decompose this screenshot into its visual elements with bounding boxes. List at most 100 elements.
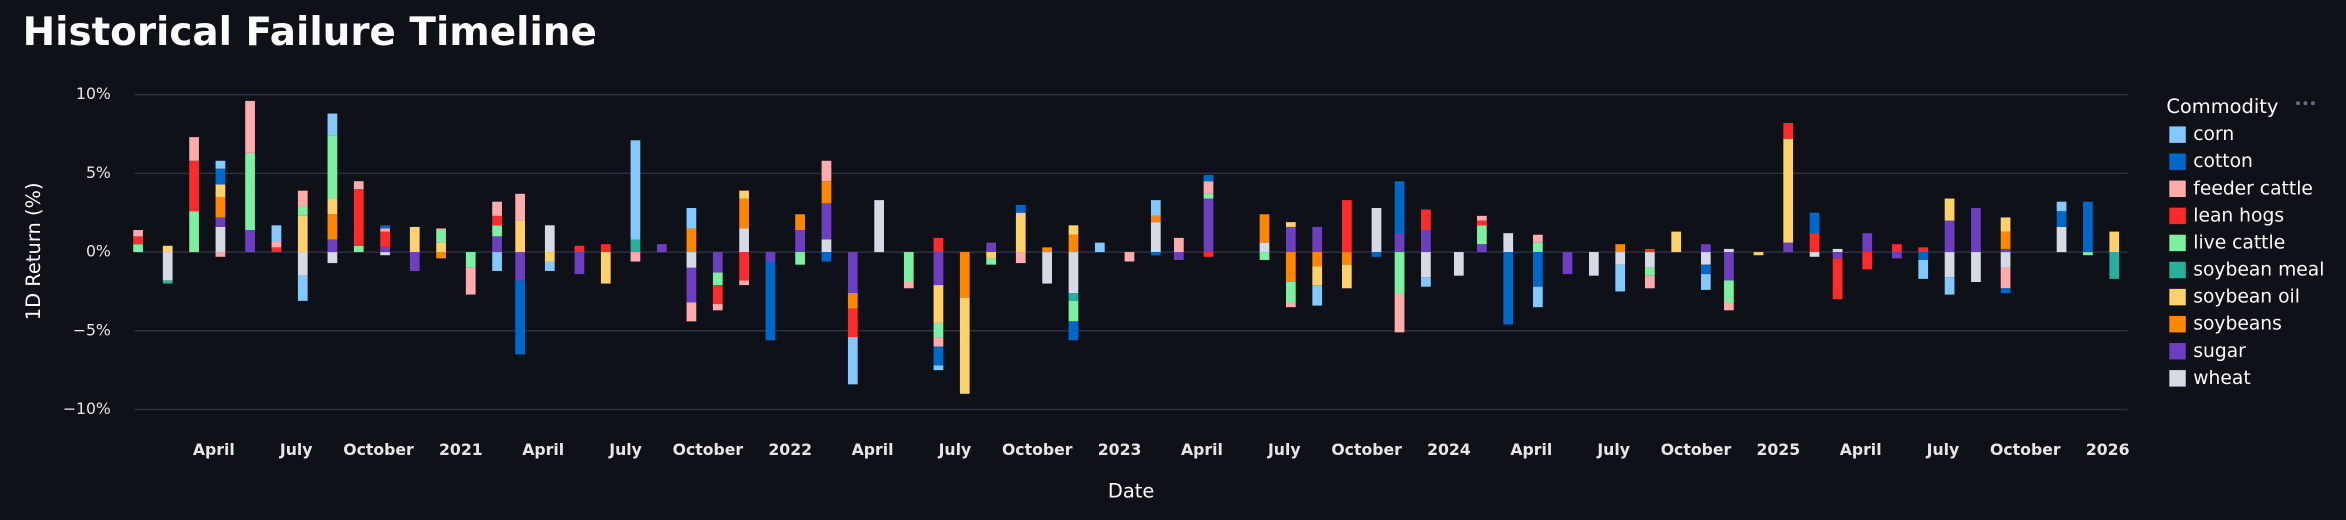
bar-segment (215, 252, 226, 257)
bar-segment (1203, 193, 1214, 199)
bar-segment (574, 252, 585, 275)
bar-segment (1094, 242, 1105, 253)
legend-label: corn (2193, 124, 2234, 145)
bar-segment (630, 252, 641, 262)
bar-segment (1150, 200, 1161, 216)
bar-segment (2000, 217, 2011, 232)
bar-segment (847, 337, 858, 385)
bar-segment (2083, 252, 2093, 256)
bar-segment (492, 225, 502, 237)
legend-label: wheat (2193, 368, 2250, 389)
bar-segment (515, 220, 526, 253)
bar-segment (271, 247, 282, 253)
bar-segment (874, 200, 885, 253)
bar-segment (1477, 244, 1487, 253)
bar-segment (215, 196, 226, 218)
bar-segment (1809, 233, 1820, 253)
x-tick-label: July (608, 440, 642, 459)
x-tick-label: 2026 (2086, 440, 2130, 459)
legend-swatch (2169, 207, 2186, 225)
bar-segment (2000, 267, 2011, 289)
bar-segment (656, 244, 667, 253)
legend-label: lean hogs (2193, 205, 2284, 226)
legend-label: live cattle (2193, 232, 2285, 253)
bar-segment (1615, 264, 1626, 292)
x-tick-label: 2021 (439, 440, 483, 459)
bar-segment (600, 244, 611, 253)
bar-segment (1724, 280, 1734, 303)
bar-segment (1174, 252, 1184, 260)
x-axis-label: Date (1108, 480, 1154, 503)
bar-segment (1453, 252, 1464, 276)
bar-segment (1503, 233, 1514, 253)
bar-segment (1533, 252, 1543, 287)
legend-swatch (2169, 315, 2186, 333)
bar-segment (189, 160, 199, 212)
bar-segment (1892, 252, 1902, 259)
bar-segment (353, 181, 364, 190)
x-tick-label: July (1267, 440, 1301, 459)
bar-segment (1944, 252, 1955, 278)
bar-segment (1918, 252, 1929, 260)
bar-segment (1644, 252, 1655, 268)
legend-swatch (2169, 180, 2186, 198)
bar-segment (686, 228, 697, 253)
bar-segment (215, 168, 226, 185)
bar-segment (1203, 181, 1214, 194)
bar-segment (933, 252, 944, 286)
bar-segment (1832, 258, 1843, 300)
bar-segment (465, 252, 476, 268)
bar-segment (2056, 226, 2067, 253)
bar-segment (409, 252, 420, 271)
bar-segment (215, 160, 226, 169)
bar-segment (327, 239, 338, 253)
bar-segment (1371, 252, 1382, 257)
bar-segment (1644, 267, 1655, 276)
bar-segment (903, 281, 914, 289)
bar-segment (492, 201, 502, 216)
bar-segment (1615, 244, 1626, 253)
legend-label: soybeans (2193, 314, 2282, 335)
bar-segment (297, 206, 308, 216)
legend-title: Commodity (2166, 95, 2278, 118)
x-tick-label: October (1990, 440, 2061, 459)
bar-segment (933, 346, 944, 366)
menu-icon[interactable] (2296, 101, 2315, 106)
x-tick-label: 2024 (1427, 440, 1471, 459)
bar-segment (712, 304, 723, 311)
bar-segment (1312, 266, 1323, 286)
bar-segment (245, 100, 255, 153)
bar-segment (1477, 225, 1487, 245)
x-tick-label: October (673, 440, 744, 459)
bar-segment (1944, 220, 1955, 253)
bar-segment (515, 280, 526, 355)
bar-segment (821, 203, 832, 240)
bar-segment (1150, 222, 1161, 253)
bar-segment (821, 181, 832, 204)
y-tick-label: 10% (76, 84, 111, 103)
bar-segment (1259, 252, 1270, 260)
bar-segment (1124, 252, 1135, 262)
bar-segment (2083, 201, 2093, 253)
bar-segment (1562, 252, 1573, 275)
bar-segment (1892, 244, 1902, 253)
legend-swatch (2169, 370, 2186, 387)
bar-segment (1394, 252, 1405, 294)
bar-segment (327, 135, 338, 199)
bar-segment (1724, 248, 1734, 253)
x-tick-label: April (1510, 440, 1552, 459)
bar-segment (1700, 264, 1711, 275)
bar-segment (847, 252, 858, 294)
bar-segment (739, 252, 749, 281)
x-tick-label: July (279, 440, 313, 459)
bar-segment (245, 230, 255, 253)
bar-segment (1312, 226, 1323, 253)
bar-segment (1341, 264, 1352, 289)
bar-segment (1421, 209, 1431, 231)
bar-segment (1783, 122, 1794, 139)
bar-segment (1724, 252, 1734, 281)
bar-segment (380, 228, 390, 232)
bar-segment (380, 252, 390, 256)
bar-segment (436, 252, 446, 259)
